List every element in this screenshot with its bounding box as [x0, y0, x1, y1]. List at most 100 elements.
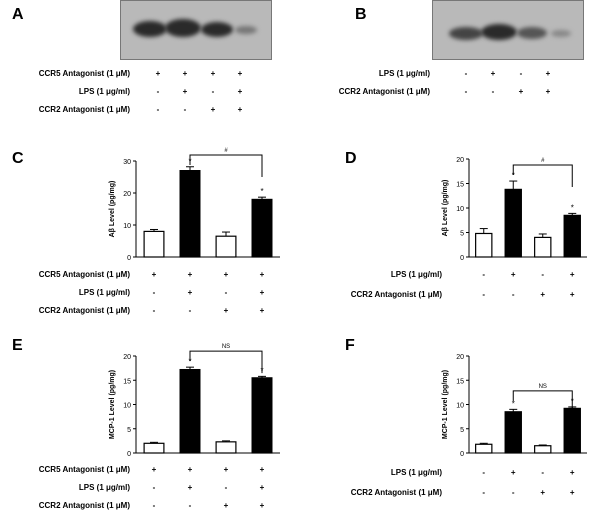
y-tick-label: 0: [460, 451, 464, 458]
condition-label: LPS (1 μg/ml): [390, 270, 442, 279]
plus-sign: +: [187, 288, 193, 297]
blot-band: [165, 19, 201, 37]
y-axis-label: Aβ Level (pg/mg): [109, 181, 116, 238]
plus-sign: +: [259, 483, 265, 492]
plus-sign: +: [259, 270, 265, 279]
plus-sign: +: [182, 69, 188, 78]
plus-sign: +: [510, 468, 516, 477]
condition-label: CCR5 Antagonist (1 μM): [38, 465, 130, 474]
minus-sign: -: [519, 69, 523, 78]
plus-sign: +: [518, 87, 524, 96]
blot-band: [481, 24, 517, 40]
y-tick-label: 15: [456, 182, 464, 189]
condition-label: LPS (1 μg/ml): [390, 468, 442, 477]
minus-sign: -: [491, 87, 495, 96]
condition-label: CCR2 Antagonist (1 μM): [338, 87, 430, 96]
panel-letter-c: C: [12, 150, 24, 167]
plus-sign: +: [223, 501, 229, 510]
minus-sign: -: [152, 288, 156, 297]
blot-band: [551, 30, 571, 37]
minus-sign: -: [511, 488, 515, 497]
y-tick-label: 30: [123, 159, 131, 166]
y-tick-label: 5: [460, 427, 464, 434]
condition-label: LPS (1 μg/ml): [78, 87, 130, 96]
y-tick-label: 10: [123, 403, 131, 410]
western-blot-b: [432, 0, 584, 60]
significance-star: *: [188, 357, 191, 366]
plus-sign: +: [187, 270, 193, 279]
plus-sign: +: [210, 105, 216, 114]
minus-sign: -: [224, 483, 228, 492]
y-axis-label: MCP-1 Level (pg/mg): [442, 370, 449, 439]
y-tick-label: 10: [456, 206, 464, 213]
panel-letter-a: A: [12, 6, 24, 23]
comparison-bracket: [512, 164, 573, 188]
condition-label: LPS (1 μg/ml): [78, 483, 130, 492]
plus-sign: +: [259, 465, 265, 474]
plus-sign: +: [151, 270, 157, 279]
condition-label: CCR5 Antagonist (1 μM): [38, 69, 130, 78]
y-tick-label: 20: [456, 354, 464, 361]
blot-band: [517, 27, 547, 39]
panel-letter-b: B: [355, 6, 367, 23]
y-tick-label: 0: [460, 255, 464, 262]
comparison-bracket: [189, 154, 263, 177]
minus-sign: -: [541, 468, 545, 477]
minus-sign: -: [152, 501, 156, 510]
plus-sign: +: [490, 69, 496, 78]
plus-sign: +: [223, 306, 229, 315]
condition-label: CCR5 Antagonist (1 μM): [38, 270, 130, 279]
minus-sign: -: [541, 270, 545, 279]
bar: [504, 411, 522, 454]
y-tick-label: 5: [460, 231, 464, 238]
plus-sign: +: [182, 87, 188, 96]
bar: [563, 407, 581, 454]
plus-sign: +: [223, 465, 229, 474]
plus-sign: +: [187, 483, 193, 492]
comparison-bracket: [189, 350, 263, 374]
bar: [475, 443, 493, 454]
minus-sign: -: [188, 306, 192, 315]
plus-sign: +: [259, 288, 265, 297]
minus-sign: -: [511, 290, 515, 299]
bracket-label: #: [541, 158, 545, 164]
y-axis-label: MCP-1 Level (pg/mg): [109, 370, 116, 439]
panel-letter-d: D: [345, 150, 357, 167]
minus-sign: -: [211, 87, 215, 96]
condition-label: CCR2 Antagonist (1 μM): [38, 105, 130, 114]
plus-sign: +: [540, 290, 546, 299]
blot-band: [235, 26, 257, 34]
plus-sign: +: [510, 270, 516, 279]
y-tick-label: 0: [127, 255, 131, 262]
minus-sign: -: [156, 105, 160, 114]
plus-sign: +: [545, 87, 551, 96]
bracket-label: NS: [222, 344, 230, 350]
plus-sign: +: [237, 87, 243, 96]
y-tick-label: 15: [456, 378, 464, 385]
panel-letter-e: E: [12, 337, 23, 354]
minus-sign: -: [224, 288, 228, 297]
minus-sign: -: [482, 488, 486, 497]
condition-label: CCR2 Antagonist (1 μM): [38, 306, 130, 315]
blot-band: [201, 22, 233, 37]
minus-sign: -: [156, 87, 160, 96]
y-axis-label: Aβ Level (pg/mg): [442, 180, 449, 237]
y-tick-label: 15: [123, 378, 131, 385]
y-tick-label: 20: [123, 191, 131, 198]
significance-star: *: [512, 399, 515, 408]
plus-sign: +: [540, 488, 546, 497]
plus-sign: +: [569, 468, 575, 477]
y-tick-label: 10: [123, 223, 131, 230]
western-blot-a: [120, 0, 272, 60]
blot-band: [133, 21, 167, 37]
minus-sign: -: [152, 306, 156, 315]
y-tick-label: 10: [456, 403, 464, 410]
condition-label: CCR2 Antagonist (1 μM): [350, 290, 442, 299]
minus-sign: -: [183, 105, 187, 114]
plus-sign: +: [569, 290, 575, 299]
minus-sign: -: [482, 290, 486, 299]
plus-sign: +: [545, 69, 551, 78]
bar: [534, 445, 552, 454]
